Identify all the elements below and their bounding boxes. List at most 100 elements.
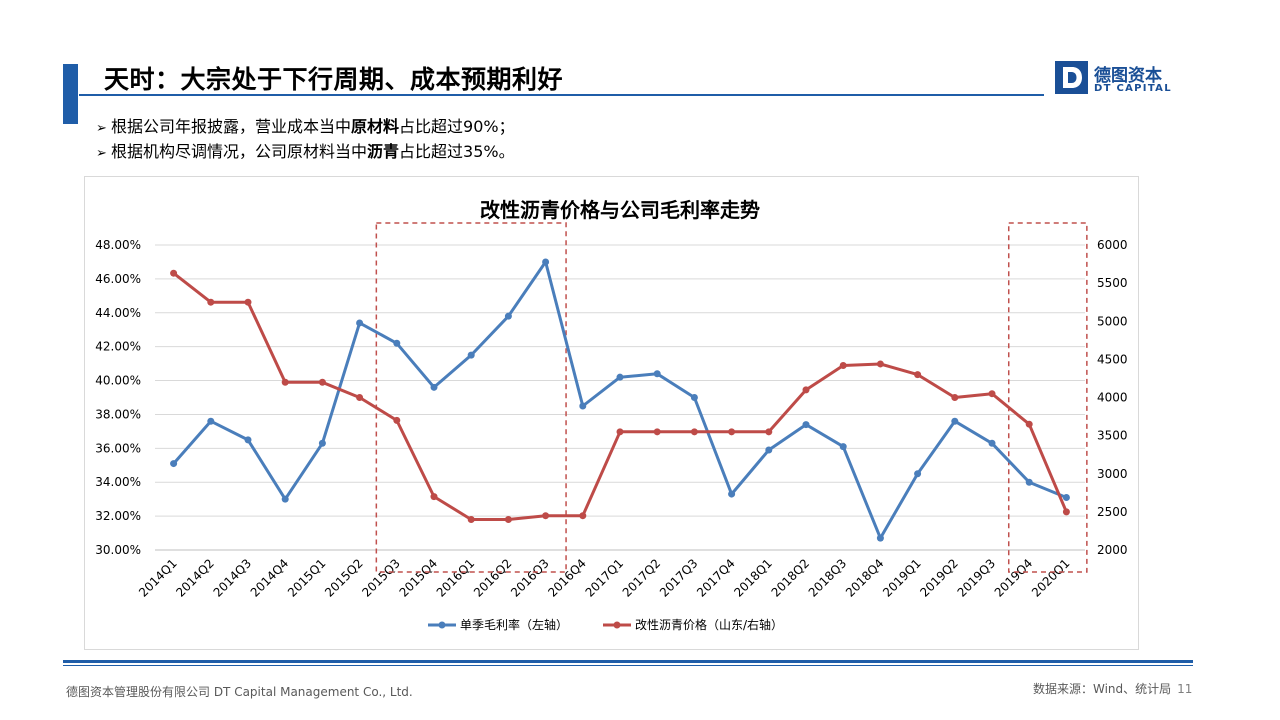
data-point-series-2 [876, 360, 884, 368]
left-axis-tick-label: 32.00% [95, 509, 141, 523]
data-point-series-2 [467, 516, 475, 523]
right-axis-tick-label: 5000 [1097, 314, 1128, 328]
x-axis-tick-label: 2016Q2 [471, 556, 515, 600]
x-axis-tick-label: 2015Q2 [322, 556, 366, 600]
data-point-series-1 [430, 383, 438, 391]
data-point-series-1 [690, 394, 698, 401]
x-axis-tick-label: 2018Q1 [731, 556, 775, 600]
left-axis-tick-label: 48.00% [95, 238, 141, 252]
bullet-arrow-icon: ➢ [96, 121, 107, 136]
data-point-series-1 [504, 312, 512, 320]
x-axis-tick-label: 2017Q3 [657, 556, 701, 600]
data-point-series-1 [914, 470, 922, 478]
x-axis-tick-label: 2018Q2 [769, 556, 813, 600]
bullet-item-asphalt: ➢ 根据机构尽调情况，公司原材料当中沥青占比超过35%。 [96, 140, 515, 165]
data-point-series-2 [951, 394, 959, 401]
data-point-series-2 [653, 428, 661, 436]
series-line-1 [172, 260, 1067, 540]
x-axis-tick-label: 2016Q3 [508, 556, 552, 600]
data-point-series-2 [690, 428, 698, 436]
right-axis-tick-label: 4500 [1097, 352, 1128, 366]
data-point-series-1 [542, 258, 550, 266]
x-axis-tick-label: 2019Q4 [992, 556, 1036, 600]
line-chart: 改性沥青价格与公司毛利率走势 30.00% 32.00% 34.00% 36.00% 38… [95, 198, 1128, 632]
data-point-series-1 [951, 417, 959, 425]
data-point-series-1 [356, 319, 364, 327]
data-point-series-1 [616, 373, 624, 381]
chart-container: 改性沥青价格与公司毛利率走势 30.00% 32.00% 34.00% 36.00% 38… [84, 176, 1139, 650]
data-point-series-1 [1025, 478, 1033, 486]
bullet-text: 占比超过35%。 [399, 142, 515, 161]
highlight-box [375, 222, 567, 573]
data-source: 数据来源：Wind、统计局 [1033, 682, 1172, 696]
data-point-series-1 [1062, 493, 1070, 501]
right-axis-tick-label: 3000 [1097, 467, 1128, 481]
data-point-series-2 [1025, 420, 1033, 428]
x-axis-tick-label: 2014Q4 [248, 556, 292, 600]
data-point-series-2 [244, 298, 252, 306]
right-axis-tick-label: 5500 [1097, 276, 1128, 290]
x-axis-tick-label: 2015Q3 [359, 556, 403, 600]
highlight-box [1007, 222, 1088, 573]
data-point-series-2 [281, 378, 289, 386]
legend-label: 改性沥青价格（山东/右轴） [635, 617, 783, 632]
data-point-series-1 [839, 443, 847, 451]
x-axis-tick-label: 2016Q4 [545, 556, 589, 600]
x-axis-tick-label: 2017Q4 [694, 556, 738, 600]
footer-rule-thin [63, 665, 1193, 666]
x-axis-tick-label: 2018Q4 [843, 556, 887, 600]
x-axis-tick-label: 2014Q2 [173, 556, 217, 600]
data-point-series-1 [467, 351, 475, 359]
data-point-series-1 [244, 436, 252, 444]
left-axis-tick-label: 30.00% [95, 543, 141, 557]
right-axis-tick-label: 2000 [1097, 543, 1128, 557]
bullet-text: 根据机构尽调情况，公司原材料当中 [111, 142, 368, 161]
data-point-series-2 [988, 390, 996, 398]
left-axis-tick-label: 36.00% [95, 441, 141, 455]
right-axis-tick-label: 2500 [1097, 505, 1128, 519]
data-point-series-2 [542, 512, 550, 520]
left-axis-tick-label: 46.00% [95, 272, 141, 286]
data-point-series-1 [802, 421, 810, 429]
bullet-text: 根据公司年报披露，营业成本当中 [111, 117, 352, 136]
footer-company: 德图资本管理股份有限公司 DT Capital Management Co., … [66, 685, 413, 699]
bullet-list: ➢ 根据公司年报披露，营业成本当中原材料占比超过90%； ➢ 根据机构尽调情况，公司… [96, 115, 515, 165]
data-point-series-2 [170, 269, 178, 277]
chart-title: 改性沥青价格与公司毛利率走势 [480, 198, 760, 222]
logo-chinese-name: 德图资本 [1094, 66, 1162, 86]
data-point-series-1 [765, 446, 773, 454]
bullet-item-raw-material: ➢ 根据公司年报披露，营业成本当中原材料占比超过90%； [96, 115, 515, 140]
data-point-series-2 [504, 516, 512, 523]
data-point-series-1 [318, 439, 326, 447]
x-axis-tick-label: 2020Q1 [1029, 556, 1073, 600]
x-axis-tick-label: 2017Q2 [620, 556, 664, 600]
data-point-series-2 [207, 298, 215, 306]
left-axis-tick-label: 42.00% [95, 340, 141, 354]
left-axis-tick-label: 40.00% [95, 374, 141, 388]
x-axis-tick-label: 2019Q2 [917, 556, 961, 600]
data-point-series-2 [765, 428, 773, 436]
footer-rule [63, 660, 1193, 663]
bullet-text: 占比超过90%； [399, 117, 515, 136]
x-axis-tick-label: 2017Q1 [583, 556, 627, 600]
bullet-arrow-icon: ➢ [96, 146, 107, 161]
x-axis-tick-label: 2016Q1 [434, 556, 478, 600]
left-axis-tick-label: 44.00% [95, 306, 141, 320]
data-point-series-2 [393, 416, 401, 424]
data-point-series-2 [802, 386, 810, 394]
data-point-series-1 [281, 495, 289, 503]
right-axis-tick-label: 4000 [1097, 391, 1128, 405]
data-point-series-2 [318, 378, 326, 386]
data-point-series-2 [579, 512, 587, 520]
legend-swatch-marker [438, 621, 446, 629]
data-point-series-1 [876, 534, 884, 542]
left-axis-tick-label: 34.00% [95, 475, 141, 489]
data-point-series-1 [728, 490, 736, 498]
right-axis-tick-label: 6000 [1097, 238, 1128, 252]
x-axis-tick-label: 2015Q4 [397, 556, 441, 600]
x-axis-tick-label: 2014Q3 [211, 556, 255, 600]
data-point-series-2 [430, 493, 438, 501]
data-point-series-1 [988, 439, 996, 447]
data-point-series-2 [839, 361, 847, 369]
data-point-series-1 [653, 370, 661, 378]
